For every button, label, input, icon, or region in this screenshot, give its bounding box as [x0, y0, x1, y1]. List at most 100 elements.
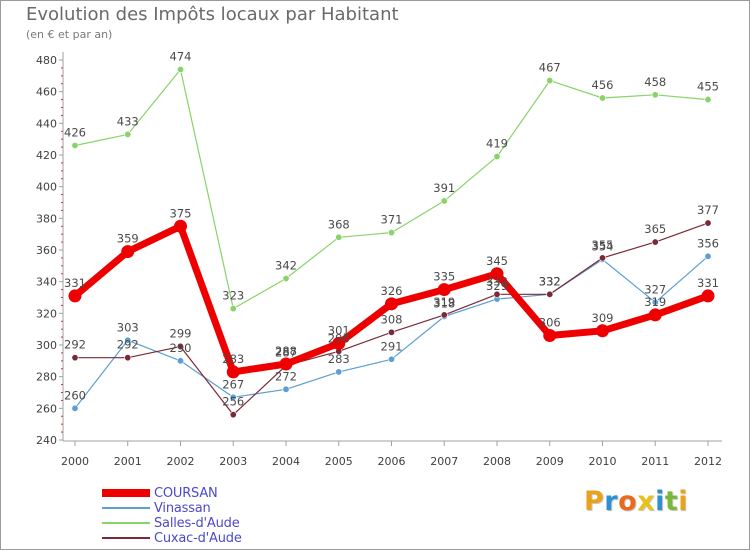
- y-minor-tick: [61, 162, 63, 164]
- y-minor-tick: [61, 194, 63, 196]
- data-label-vinassan: 267: [222, 377, 244, 391]
- data-label-cuxac-d-aude: 308: [381, 312, 403, 326]
- data-point-cuxac-d-aude: [598, 254, 606, 262]
- data-point-salles-d-aude: [546, 77, 554, 85]
- data-point-cuxac-d-aude: [124, 354, 132, 362]
- data-label-salles-d-aude: 342: [275, 259, 297, 273]
- y-minor-tick: [61, 170, 63, 172]
- data-label-vinassan: 272: [275, 369, 297, 383]
- data-point-vinassan: [335, 368, 343, 376]
- data-label-cuxac-d-aude: 332: [539, 274, 561, 288]
- legend-label-salles-d-aude: Salles-d'Aude: [154, 515, 240, 531]
- legend-item-coursan: COURSAN: [100, 486, 218, 501]
- data-point-cuxac-d-aude: [493, 290, 501, 298]
- y-tick-label: 380: [36, 212, 57, 225]
- chart-axes: 240 260 280 300 320 340 360 380 400 420 440 460 480 2…: [36, 52, 722, 468]
- y-minor-tick: [61, 114, 63, 116]
- y-minor-tick: [61, 107, 63, 108]
- y-minor-tick: [61, 257, 63, 259]
- x-tick-label: 2005: [325, 455, 353, 468]
- data-point-coursan: [68, 289, 82, 303]
- logo-letter: i: [678, 486, 689, 517]
- y-minor-tick: [61, 75, 63, 77]
- y-minor-tick: [61, 384, 63, 386]
- data-point-coursan: [121, 245, 135, 259]
- data-point-salles-d-aude: [440, 197, 448, 205]
- data-label-salles-d-aude: 368: [328, 217, 350, 231]
- data-label-coursan: 309: [592, 311, 614, 325]
- x-tick-label: 2011: [641, 455, 669, 468]
- y-tick-label: 440: [36, 117, 57, 130]
- x-tick-label: 2004: [272, 455, 300, 468]
- data-point-salles-d-aude: [651, 91, 659, 99]
- y-minor-tick: [61, 392, 63, 393]
- data-point-coursan: [174, 219, 187, 233]
- data-label-vinassan: 332: [539, 274, 561, 288]
- data-point-cuxac-d-aude: [71, 354, 79, 362]
- y-minor-tick: [61, 83, 63, 85]
- y-tick-label: 420: [36, 149, 57, 162]
- y-minor-tick: [61, 352, 63, 354]
- data-label-vinassan: 303: [117, 320, 139, 334]
- data-label-vinassan: 318: [433, 297, 455, 311]
- data-point-vinassan: [124, 336, 132, 344]
- y-tick-label: 320: [36, 307, 57, 320]
- x-tick-label: 2003: [219, 455, 247, 468]
- y-minor-tick: [61, 336, 63, 338]
- data-point-coursan: [701, 289, 715, 303]
- data-point-salles-d-aude: [124, 130, 132, 138]
- x-tick-label: 2009: [536, 455, 564, 468]
- data-label-coursan: 345: [486, 254, 508, 268]
- y-minor-tick: [61, 360, 63, 362]
- data-point-coursan: [332, 336, 346, 350]
- data-label-vinassan: 283: [328, 352, 350, 366]
- y-tick-label: 300: [36, 339, 57, 352]
- y-minor-tick: [61, 138, 63, 140]
- y-tick-label: 460: [36, 86, 57, 99]
- y-minor-tick: [61, 202, 63, 203]
- data-point-coursan: [437, 283, 451, 297]
- data-label-cuxac-d-aude: 256: [222, 395, 244, 409]
- data-label-cuxac-d-aude: 299: [170, 327, 192, 341]
- data-point-coursan: [279, 357, 293, 371]
- y-tick-label: 240: [36, 434, 57, 447]
- y-minor-tick: [61, 178, 63, 180]
- data-label-salles-d-aude: 474: [170, 50, 192, 64]
- y-minor-tick: [61, 273, 63, 275]
- data-label-vinassan: 354: [592, 240, 614, 254]
- y-minor-tick: [61, 225, 63, 227]
- data-label-cuxac-d-aude: 365: [644, 222, 666, 236]
- data-label-coursan: 326: [381, 284, 403, 298]
- data-point-salles-d-aude: [335, 233, 343, 241]
- x-tick-label: 2001: [114, 455, 142, 468]
- legend-swatch-coursan: [102, 489, 150, 497]
- x-tick-label: 2006: [378, 455, 406, 468]
- x-tick-label: 2008: [483, 455, 511, 468]
- y-minor-tick: [61, 67, 63, 69]
- data-point-salles-d-aude: [229, 305, 237, 313]
- data-label-vinassan: 291: [381, 339, 403, 353]
- data-point-cuxac-d-aude: [546, 290, 554, 298]
- logo-letter: i: [655, 486, 665, 517]
- data-label-vinassan: 260: [64, 388, 86, 402]
- data-point-vinassan: [229, 393, 237, 401]
- data-point-cuxac-d-aude: [229, 411, 237, 419]
- y-tick-label: 400: [36, 181, 57, 194]
- y-minor-tick: [61, 99, 63, 101]
- data-point-salles-d-aude: [598, 94, 606, 102]
- data-point-salles-d-aude: [177, 66, 185, 74]
- data-label-salles-d-aude: 323: [222, 289, 244, 303]
- legend-item-vinassan: Vinassan: [100, 500, 211, 516]
- chart-subtitle: (en € et par an): [26, 28, 113, 41]
- legend-item-cuxac-d-aude: Cuxac-d'Aude: [100, 531, 242, 546]
- data-label-coursan: 306: [539, 316, 561, 330]
- series-line-salles-d-aude: [74, 68, 709, 310]
- y-tick-label: 280: [36, 371, 57, 384]
- data-label-coursan: 301: [328, 323, 350, 337]
- legend-label-vinassan: Vinassan: [154, 500, 211, 516]
- data-label-salles-d-aude: 371: [381, 213, 403, 227]
- data-point-vinassan: [282, 385, 290, 393]
- data-point-salles-d-aude: [71, 142, 79, 150]
